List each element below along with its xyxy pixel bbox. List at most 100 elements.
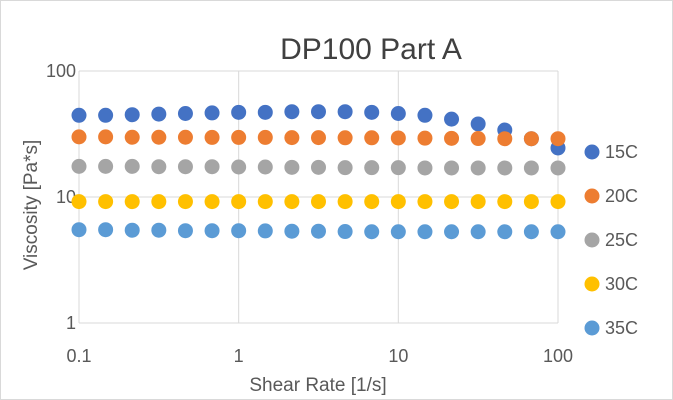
x-axis-title: Shear Rate [1/s] bbox=[249, 375, 386, 396]
x-tick-labels: 0.1 1 10 100 bbox=[66, 346, 573, 366]
y-tick-label: 10 bbox=[56, 187, 76, 207]
data-point-15c bbox=[310, 104, 326, 120]
data-point-15c bbox=[417, 107, 433, 123]
data-point-30c bbox=[124, 194, 140, 210]
data-point-25c bbox=[310, 159, 326, 175]
data-point-35c bbox=[444, 224, 460, 240]
data-point-25c bbox=[550, 160, 566, 176]
data-point-35c bbox=[337, 224, 353, 240]
data-point-15c bbox=[364, 104, 380, 120]
data-point-20c bbox=[124, 129, 140, 145]
data-point-25c bbox=[177, 159, 193, 175]
x-tick-label: 100 bbox=[543, 346, 573, 366]
data-point-15c bbox=[284, 104, 300, 120]
data-point-30c bbox=[364, 194, 380, 210]
chart-title: DP100 Part A bbox=[280, 33, 462, 66]
data-point-30c bbox=[470, 194, 486, 210]
data-point-35c bbox=[124, 222, 140, 238]
data-point-35c bbox=[550, 224, 566, 240]
data-point-25c bbox=[151, 159, 167, 175]
data-point-25c bbox=[390, 160, 406, 176]
data-point-20c bbox=[204, 129, 220, 145]
data-point-35c bbox=[523, 224, 539, 240]
data-point-25c bbox=[364, 160, 380, 176]
data-point-20c bbox=[444, 130, 460, 146]
data-point-35c bbox=[364, 224, 380, 240]
y-tick-label: 1 bbox=[66, 313, 76, 333]
data-point-15c bbox=[257, 104, 273, 120]
legend-marker-30c bbox=[584, 276, 600, 292]
data-point-15c bbox=[177, 105, 193, 121]
legend-marker-25c bbox=[584, 232, 600, 248]
data-point-15c bbox=[337, 104, 353, 120]
data-point-25c bbox=[231, 159, 247, 175]
data-point-20c bbox=[177, 129, 193, 145]
data-point-20c bbox=[523, 131, 539, 147]
data-point-30c bbox=[98, 194, 114, 210]
legend-label-15c: 15C bbox=[605, 142, 638, 162]
data-point-15c bbox=[444, 111, 460, 127]
data-point-15c bbox=[71, 107, 87, 123]
data-point-30c bbox=[177, 194, 193, 210]
data-point-30c bbox=[523, 194, 539, 210]
data-point-20c bbox=[257, 129, 273, 145]
data-point-30c bbox=[497, 194, 513, 210]
data-point-35c bbox=[497, 224, 513, 240]
legend-label-35c: 35C bbox=[605, 318, 638, 338]
data-point-20c bbox=[364, 130, 380, 146]
data-point-35c bbox=[417, 224, 433, 240]
data-point-30c bbox=[444, 194, 460, 210]
data-point-25c bbox=[257, 159, 273, 175]
data-point-35c bbox=[470, 224, 486, 240]
data-point-30c bbox=[310, 194, 326, 210]
legend-label-25c: 25C bbox=[605, 230, 638, 250]
data-point-35c bbox=[98, 222, 114, 238]
data-point-30c bbox=[151, 194, 167, 210]
data-point-35c bbox=[177, 223, 193, 239]
data-point-30c bbox=[257, 194, 273, 210]
legend-marker-35c bbox=[584, 320, 600, 336]
data-point-20c bbox=[98, 129, 114, 145]
data-point-20c bbox=[470, 131, 486, 147]
data-point-35c bbox=[284, 223, 300, 239]
data-points bbox=[71, 104, 566, 240]
data-point-20c bbox=[71, 129, 87, 145]
data-point-25c bbox=[523, 160, 539, 176]
data-point-35c bbox=[257, 223, 273, 239]
data-point-25c bbox=[497, 160, 513, 176]
data-point-30c bbox=[417, 194, 433, 210]
data-point-15c bbox=[470, 116, 486, 132]
data-point-25c bbox=[124, 158, 140, 174]
data-point-30c bbox=[231, 194, 247, 210]
legend-marker-15c bbox=[584, 144, 600, 160]
data-point-20c bbox=[550, 131, 566, 147]
data-point-30c bbox=[550, 194, 566, 210]
data-point-15c bbox=[151, 106, 167, 122]
data-point-25c bbox=[470, 160, 486, 176]
y-tick-label: 100 bbox=[46, 61, 76, 81]
data-point-20c bbox=[284, 130, 300, 146]
data-point-35c bbox=[310, 223, 326, 239]
x-tick-label: 1 bbox=[234, 346, 244, 366]
data-point-20c bbox=[417, 130, 433, 146]
data-point-15c bbox=[204, 105, 220, 121]
data-point-35c bbox=[151, 222, 167, 238]
data-point-35c bbox=[204, 223, 220, 239]
data-point-20c bbox=[151, 129, 167, 145]
data-point-25c bbox=[204, 159, 220, 175]
y-tick-labels: 1 10 100 bbox=[46, 61, 76, 333]
x-tick-label: 10 bbox=[388, 346, 408, 366]
y-axis-title: Viscosity [Pa*s] bbox=[21, 140, 42, 271]
data-point-25c bbox=[337, 160, 353, 176]
data-point-15c bbox=[124, 107, 140, 123]
data-point-30c bbox=[390, 194, 406, 210]
data-point-25c bbox=[444, 160, 460, 176]
legend-label-20c: 20C bbox=[605, 186, 638, 206]
data-point-20c bbox=[497, 131, 513, 147]
data-point-30c bbox=[71, 194, 87, 210]
data-point-20c bbox=[231, 129, 247, 145]
data-point-25c bbox=[71, 158, 87, 174]
legend-marker-20c bbox=[584, 188, 600, 204]
data-point-25c bbox=[98, 158, 114, 174]
